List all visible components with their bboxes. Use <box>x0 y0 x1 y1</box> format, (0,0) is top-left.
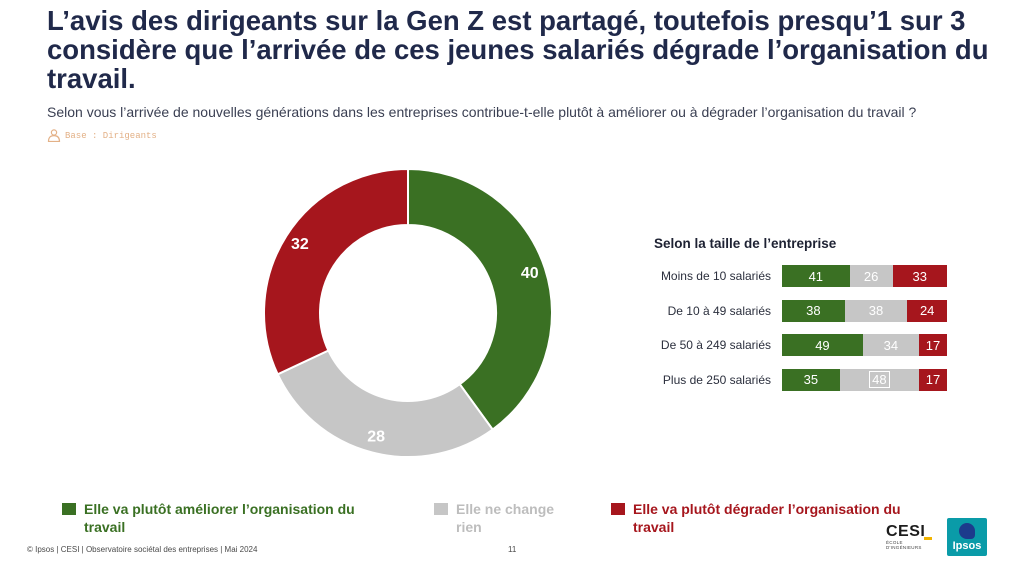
bar-segment-value: 48 <box>869 371 890 388</box>
breakdown-row-label: Plus de 250 salariés <box>662 372 771 387</box>
donut-slice-unchanged <box>276 349 495 458</box>
bar-segment-improve: 38 <box>782 299 845 322</box>
legend-swatch-improve <box>62 503 76 515</box>
breakdown-title: Selon la taille de l’entreprise <box>654 236 837 251</box>
person-icon <box>47 129 61 142</box>
legend-label-unchanged: Elle ne change rien <box>456 501 555 535</box>
breakdown-row-label: De 50 à 249 salariés <box>660 338 771 352</box>
page-number: 11 <box>508 545 517 554</box>
donut-slice-improve <box>407 167 553 431</box>
ipsos-logo: Ipsos <box>947 518 987 556</box>
donut-slice-degrade <box>263 167 409 376</box>
base-label: Base : Dirigeants <box>65 130 157 141</box>
bar-segment-degrade: 24 <box>907 299 947 322</box>
legend-improve: Elle va plutôt améliorer l’organisation … <box>62 500 392 536</box>
ipsos-emblem <box>959 523 975 539</box>
ipsos-wordmark: Ipsos <box>952 540 982 552</box>
question-subtitle: Selon vous l’arrivée de nouvelles généra… <box>47 104 917 120</box>
donut-slice-degrade-label: 32 <box>291 236 309 253</box>
breakdown-row-label: Moins de 10 salariés <box>660 269 771 283</box>
cesi-logo: CESI ÉCOLE D'INGÉNIEURS <box>886 524 934 550</box>
legend-swatch-degrade <box>611 503 625 515</box>
breakdown-row-label: De 10 à 49 salariés <box>667 303 771 318</box>
bar-segment-improve: 49 <box>782 334 863 356</box>
bar-segment-improve: 35 <box>782 368 840 391</box>
bar-segment-degrade: 17 <box>918 368 947 391</box>
legend-label-improve: Elle va plutôt améliorer l’organisation … <box>84 501 355 535</box>
bar-segment-unchanged: 48 <box>839 368 919 391</box>
donut-slice-improve-label: 40 <box>521 265 539 282</box>
legend-unchanged: Elle ne change rien <box>434 500 574 536</box>
bar-segment-unchanged: 26 <box>849 265 893 287</box>
bar-segment-unchanged: 38 <box>844 299 908 322</box>
legend-label-degrade: Elle va plutôt dégrader l’organisation d… <box>633 501 901 535</box>
footer-copyright: © Ipsos | CESI | Observatoire sociétal d… <box>27 545 258 554</box>
bar-segment-degrade: 17 <box>918 334 947 356</box>
base-note: Base : Dirigeants <box>47 129 157 142</box>
bar-segment-degrade: 33 <box>892 265 947 287</box>
cesi-wordmark: CESI <box>886 523 926 540</box>
legend-swatch-unchanged <box>434 503 448 515</box>
cesi-accent <box>924 537 932 540</box>
bar-segment-improve: 41 <box>782 265 850 287</box>
page-title: L’avis des dirigeants sur la Gen Z est p… <box>47 5 989 94</box>
bar-segment-unchanged: 34 <box>862 334 919 356</box>
donut-slice-unchanged-label: 28 <box>367 428 385 445</box>
cesi-subtitle: ÉCOLE D'INGÉNIEURS <box>886 540 922 550</box>
legend-degrade: Elle va plutôt dégrader l’organisation d… <box>611 500 931 536</box>
